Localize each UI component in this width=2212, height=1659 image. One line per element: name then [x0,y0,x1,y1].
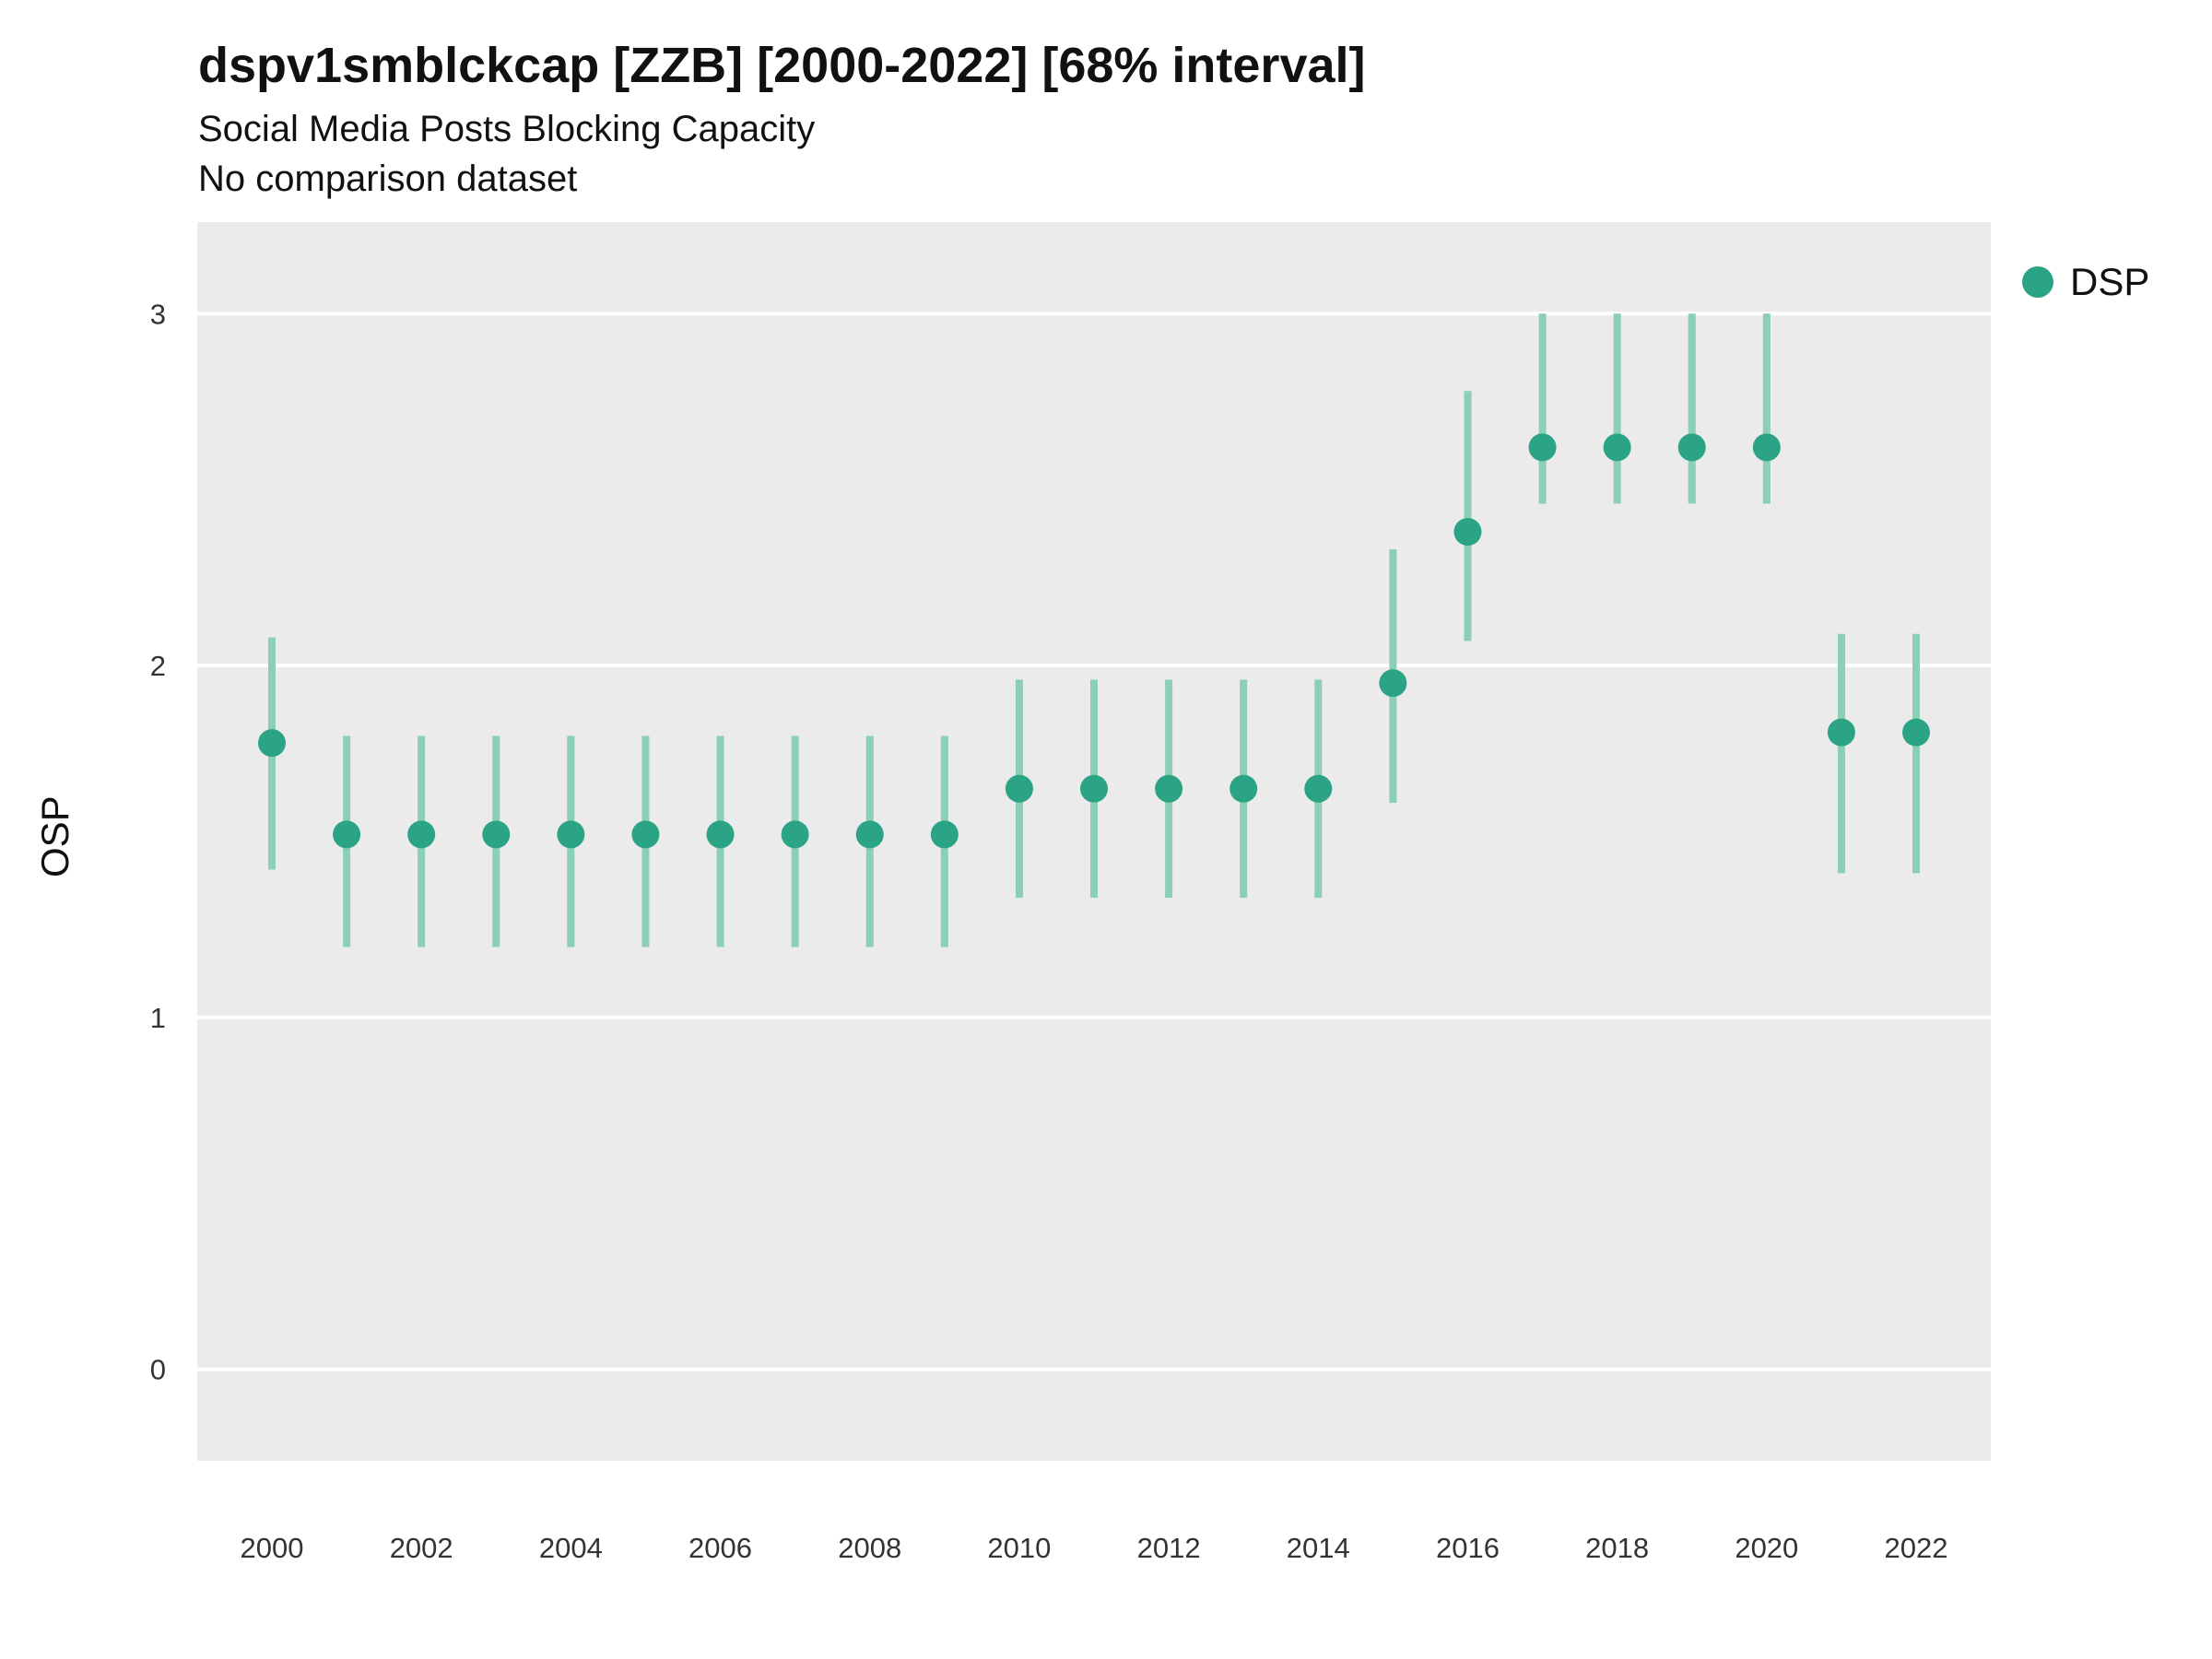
data-point-2018 [1603,433,1631,462]
x-tick-label-2002: 2002 [390,1532,453,1564]
data-point-2017 [1528,433,1557,462]
data-point-2011 [1080,774,1108,803]
x-tick-label-2020: 2020 [1735,1532,1798,1564]
data-point-2008 [855,820,884,849]
x-tick-label-2018: 2018 [1585,1532,1649,1564]
x-tick-label-2004: 2004 [539,1532,603,1564]
y-tick-label-1: 1 [150,1002,166,1034]
data-point-2010 [1005,774,1033,803]
data-point-2016 [1453,518,1482,546]
y-tick-label-3: 3 [150,298,166,330]
data-point-2021 [1827,718,1855,747]
chart-header: dspv1smblckcap [ZZB] [2000-2022] [68% in… [198,37,1366,199]
legend-label-dsp: DSP [2070,260,2150,303]
legend-dot-dsp [2022,266,2053,298]
data-point-2009 [930,820,959,849]
y-tick-label-0: 0 [150,1354,166,1386]
data-point-2005 [631,820,660,849]
y-axis-label: OSP [33,795,76,877]
chart-note: No comparison dataset [198,159,578,199]
data-point-2003 [482,820,511,849]
x-tick-label-2000: 2000 [241,1532,304,1564]
x-tick-label-2012: 2012 [1137,1532,1201,1564]
chart-title: dspv1smblckcap [ZZB] [2000-2022] [68% in… [198,38,1366,93]
x-tick-label-2010: 2010 [987,1532,1051,1564]
data-point-2014 [1304,774,1333,803]
data-point-2004 [557,820,585,849]
data-point-2019 [1677,433,1706,462]
data-point-2007 [781,820,809,849]
chart-subtitle: Social Media Posts Blocking Capacity [198,109,816,149]
data-point-2013 [1230,774,1258,803]
y-tick-label-2: 2 [150,650,166,682]
data-point-2001 [333,820,361,849]
x-tick-label-2016: 2016 [1436,1532,1500,1564]
x-tick-label-2008: 2008 [838,1532,901,1564]
data-point-2002 [407,820,436,849]
data-point-2015 [1379,669,1407,698]
data-point-2006 [706,820,735,849]
x-tick-label-2014: 2014 [1287,1532,1350,1564]
data-point-2012 [1155,774,1183,803]
data-point-2000 [258,729,286,758]
x-tick-label-2006: 2006 [688,1532,752,1564]
x-tick-label-2022: 2022 [1885,1532,1948,1564]
legend: DSP [2022,260,2149,304]
data-point-2020 [1752,433,1781,462]
data-point-2022 [1902,718,1930,747]
